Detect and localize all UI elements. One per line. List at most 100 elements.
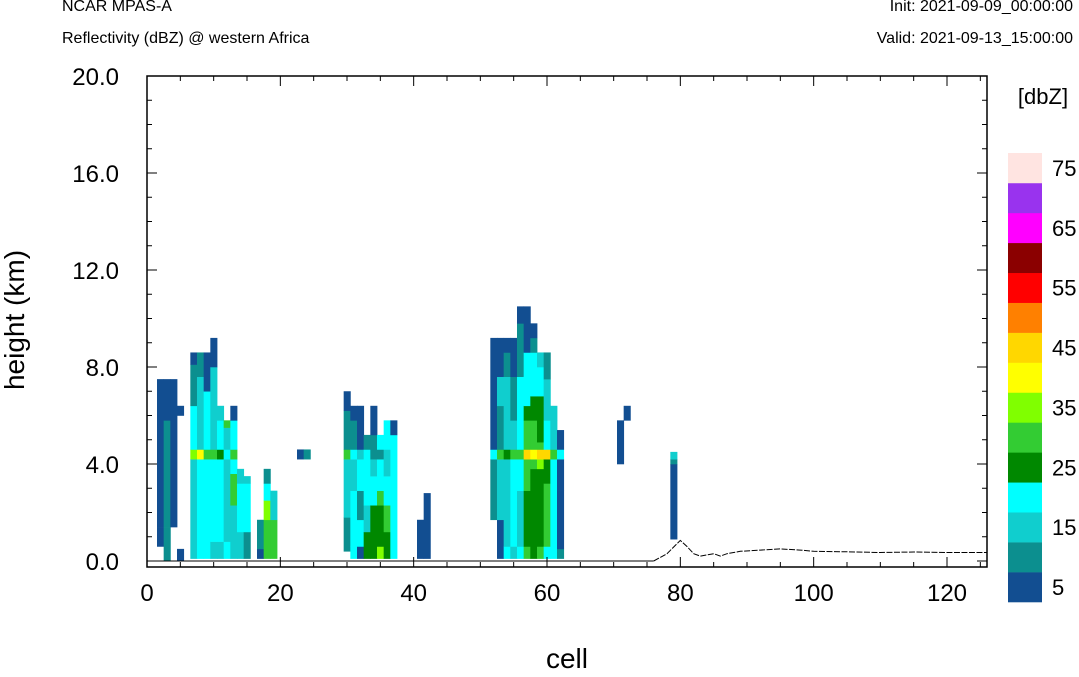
reflectivity-cell <box>417 519 425 559</box>
reflectivity-cell <box>510 546 518 559</box>
reflectivity-cell <box>223 449 231 460</box>
reflectivity-cell <box>243 476 251 484</box>
terrain-line <box>147 539 987 562</box>
reflectivity-cell <box>377 505 385 547</box>
reflectivity-cell <box>537 546 545 559</box>
colorbar-swatch <box>1008 302 1042 333</box>
colorbar: 5 15 25 35 45 55 65 75 <box>1008 153 1076 603</box>
reflectivity-cell <box>490 449 498 460</box>
reflectivity-cell <box>203 391 211 450</box>
reflectivity-cell <box>557 449 565 460</box>
reflectivity-cell <box>343 410 351 450</box>
reflectivity-cell <box>490 337 498 450</box>
reflectivity-cell <box>537 449 545 460</box>
reflectivity-cell <box>543 459 551 484</box>
y-tick-label: 12.0 <box>72 258 119 285</box>
reflectivity-cell <box>350 449 358 460</box>
reflectivity-cell <box>497 405 505 450</box>
colorbar-tick-label: 45 <box>1052 336 1076 361</box>
reflectivity-cell <box>270 490 278 521</box>
reflectivity-cell <box>230 473 238 506</box>
reflectivity-cell <box>623 405 631 421</box>
reflectivity-cell <box>370 476 378 506</box>
colorbar-swatch <box>1008 272 1042 303</box>
reflectivity-cell <box>383 449 391 477</box>
reflectivity-cell <box>537 459 545 470</box>
reflectivity-cell <box>170 405 178 528</box>
reflectivity-cell <box>197 449 205 460</box>
reflectivity-cell <box>190 459 198 559</box>
reflectivity-cell <box>503 352 511 377</box>
reflectivity-cell <box>177 405 185 416</box>
reflectivity-cell <box>543 379 551 407</box>
reflectivity-cell <box>237 531 245 559</box>
reflectivity-cell <box>230 459 238 474</box>
x-tick-label: 100 <box>794 580 834 607</box>
reflectivity-cell <box>510 337 518 377</box>
reflectivity-cell <box>370 405 378 436</box>
reflectivity-cell <box>190 352 198 365</box>
reflectivity-cell <box>510 449 518 460</box>
reflectivity-cell <box>543 546 551 559</box>
reflectivity-cell <box>523 420 531 450</box>
reflectivity-cell <box>263 483 271 501</box>
x-axis-label: cell <box>546 643 588 674</box>
reflectivity-cell <box>223 459 231 542</box>
reflectivity-cell <box>210 459 218 542</box>
reflectivity-cell <box>537 352 545 368</box>
reflectivity-cell <box>530 420 538 450</box>
reflectivity-cell <box>363 434 371 450</box>
reflectivity-cell <box>517 420 525 450</box>
colorbar-swatch <box>1008 392 1042 423</box>
reflectivity-cell <box>517 459 525 491</box>
reflectivity-cell <box>257 519 265 550</box>
x-tick-label: 60 <box>534 580 561 607</box>
reflectivity-cell <box>297 449 305 460</box>
reflectivity-cell <box>497 376 505 407</box>
reflectivity-cell <box>670 459 678 465</box>
reflectivity-cell <box>190 364 198 407</box>
reflectivity-cell <box>503 337 511 353</box>
reflectivity-cell <box>370 434 378 460</box>
reflectivity-cell <box>530 323 538 339</box>
reflectivity-cell <box>170 379 178 407</box>
reflectivity-cell <box>350 420 358 450</box>
reflectivity-cell <box>543 483 551 547</box>
reflectivity-cell <box>543 352 551 380</box>
reflectivity-cell <box>523 352 531 377</box>
reflectivity-cell <box>357 519 365 547</box>
y-tick-label: 20.0 <box>72 64 119 91</box>
reflectivity-cell <box>523 546 531 559</box>
reflectivity-cell <box>517 391 525 421</box>
reflectivity-cell <box>503 376 511 450</box>
colorbar-swatch <box>1008 182 1042 214</box>
reflectivity-cell <box>497 459 505 521</box>
reflectivity-cell <box>197 459 205 559</box>
reflectivity-cell <box>543 405 551 421</box>
reflectivity-cell <box>357 449 365 460</box>
reflectivity-cell <box>510 420 518 450</box>
valid-time-label: Valid: 2021-09-13_15:00:00 <box>876 30 1073 47</box>
reflectivity-cell <box>203 449 211 460</box>
chart-title: NCAR MPAS-A <box>62 0 172 15</box>
reflectivity-cell <box>550 420 558 450</box>
reflectivity-cell <box>497 337 505 377</box>
reflectivity-cell <box>263 519 271 559</box>
reflectivity-cell <box>230 420 238 450</box>
chart-subtitle: Reflectivity (dBZ) @ western Africa <box>62 30 310 47</box>
reflectivity-cell <box>377 449 385 460</box>
reflectivity-cell <box>230 449 238 460</box>
colorbar-swatch <box>1008 572 1042 603</box>
reflectivity-cell <box>377 490 385 506</box>
reflectivity-cell <box>237 468 245 484</box>
reflectivity-cell <box>223 427 231 450</box>
reflectivity-cell <box>363 449 371 506</box>
reflectivity-cell <box>530 396 538 421</box>
reflectivity-cell <box>177 548 185 562</box>
reflectivity-cell <box>383 531 391 559</box>
reflectivity-cell <box>357 490 365 521</box>
reflectivity-cell <box>530 352 538 397</box>
reflectivity-cell <box>350 405 358 421</box>
reflectivity-cell <box>537 396 545 443</box>
reflectivity-cell <box>390 434 398 559</box>
